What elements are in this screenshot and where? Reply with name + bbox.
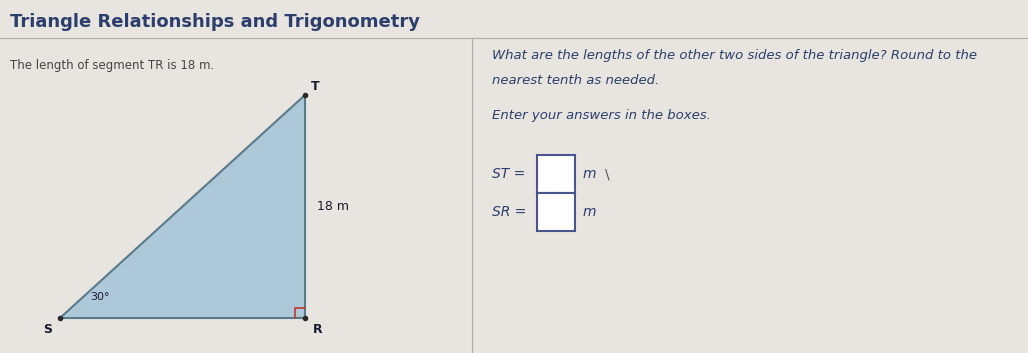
Bar <box>537 155 575 193</box>
Text: What are the lengths of the other two sides of the triangle? Round to the: What are the lengths of the other two si… <box>492 48 977 61</box>
Text: R: R <box>313 323 323 336</box>
Text: m: m <box>583 205 596 219</box>
Text: S: S <box>43 323 52 336</box>
Text: m: m <box>583 167 596 181</box>
Polygon shape <box>60 95 305 318</box>
Text: ST =: ST = <box>492 167 525 181</box>
Text: SR =: SR = <box>492 205 526 219</box>
Text: Triangle Relationships and Trigonometry: Triangle Relationships and Trigonometry <box>10 13 420 31</box>
Bar <box>537 193 575 231</box>
Text: T: T <box>311 80 320 93</box>
Text: \: \ <box>605 167 610 181</box>
Text: Enter your answers in the boxes.: Enter your answers in the boxes. <box>492 108 711 121</box>
Text: The length of segment TR is 18 m.: The length of segment TR is 18 m. <box>10 59 214 72</box>
Text: 18 m: 18 m <box>317 200 348 213</box>
Text: nearest tenth as needed.: nearest tenth as needed. <box>492 73 659 86</box>
Text: 30°: 30° <box>90 292 110 302</box>
